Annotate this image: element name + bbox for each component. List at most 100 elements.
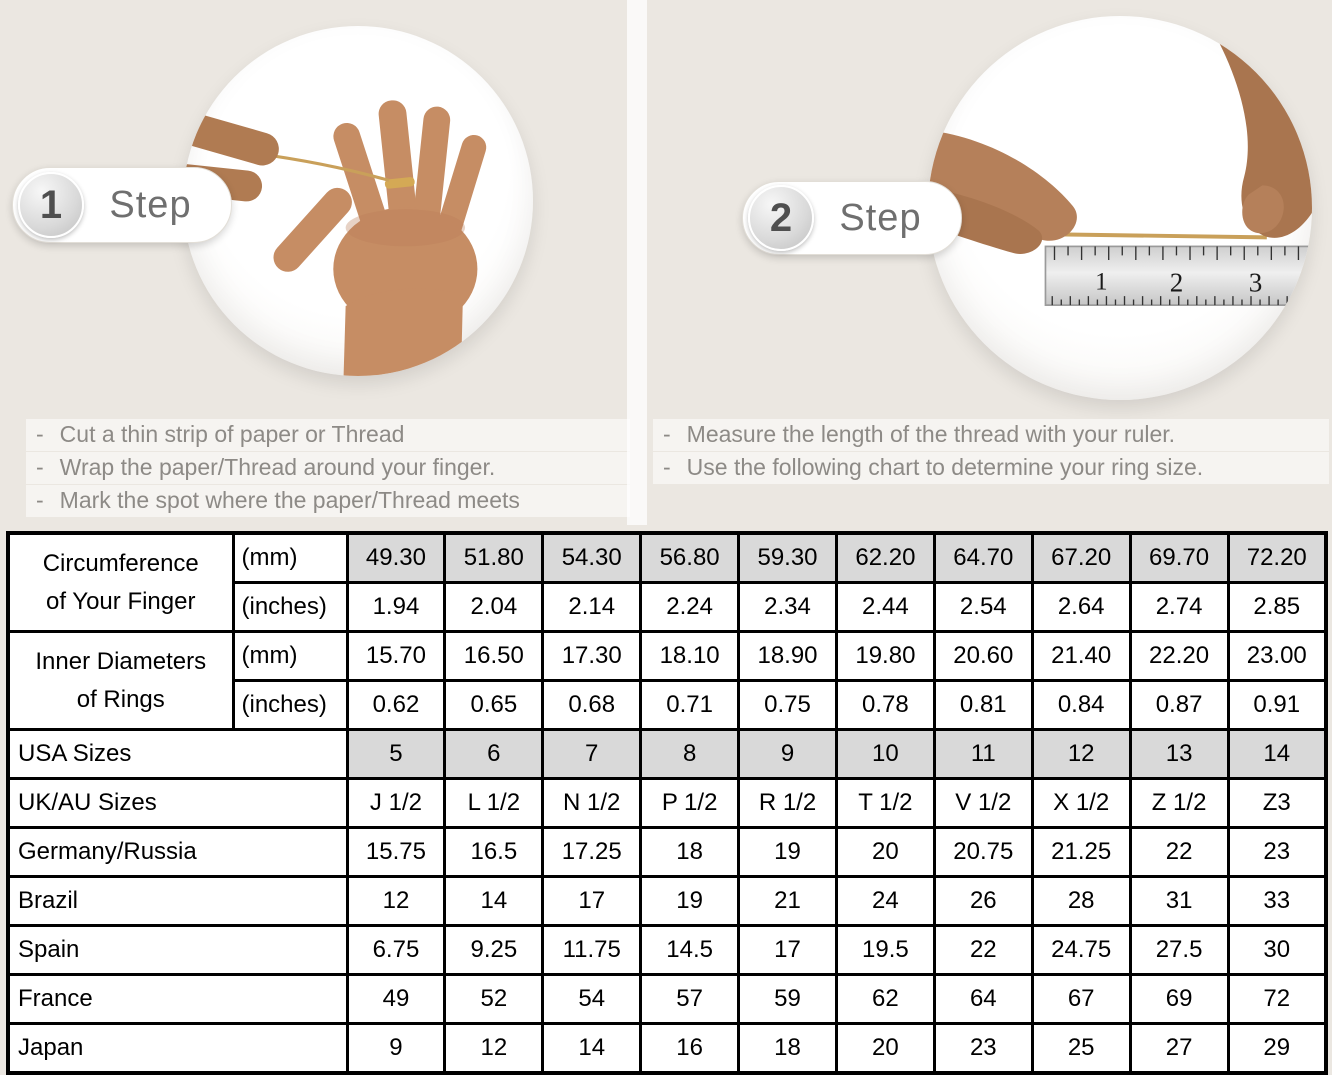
size-cell: 16.5 [443, 826, 545, 878]
size-cell: 11 [932, 728, 1034, 780]
size-cell: 64 [932, 973, 1034, 1025]
instruction-text: Cut a thin strip of paper or Thread [59, 421, 405, 447]
size-cell: 0.91 [1226, 679, 1328, 731]
bullet-dash: - [36, 454, 44, 480]
size-cell: 10 [834, 728, 936, 780]
step1-instructions: - Cut a thin strip of paper or Thread - Wra… [26, 419, 630, 518]
instruction-text: Use the following chart to determine you… [686, 454, 1204, 480]
size-cell: 16 [639, 1022, 741, 1075]
row-label-cell: France [6, 973, 349, 1025]
size-cell: 24 [834, 875, 936, 927]
size-cell: 56.80 [639, 531, 741, 584]
ruler-number-1: 1 [1095, 268, 1107, 295]
size-cell: 21.40 [1030, 630, 1132, 682]
panel-divider [627, 0, 647, 525]
size-cell: 18.90 [737, 630, 838, 682]
size-cell: 11.75 [541, 924, 643, 976]
ruler-icon: 1 2 3 [1044, 245, 1312, 306]
size-cell: J 1/2 [345, 777, 447, 829]
size-cell: P 1/2 [639, 777, 741, 829]
size-cell: 19 [737, 826, 838, 878]
size-cell: 14 [541, 1022, 643, 1075]
label-line: Inner Diameters [35, 648, 207, 676]
table-row: Japan 9 12 14 16 18 20 23 25 27 29 [6, 1022, 1328, 1075]
instruction-item: - Cut a thin strip of paper or Thread [26, 419, 630, 451]
size-cell: 62.20 [834, 531, 936, 584]
table-row: (inches) 0.62 0.65 0.68 0.71 0.75 0.78 0.81 0.84… [8, 679, 1328, 731]
table-row: Brazil 12 14 17 19 21 24 26 28 31 33 [6, 875, 1328, 927]
bullet-dash: - [663, 454, 671, 480]
size-cell: 9 [345, 1022, 447, 1075]
size-cell: 54 [541, 973, 643, 1025]
row-label-cell: Brazil [6, 875, 349, 927]
size-cell: 9.25 [443, 924, 545, 976]
size-cell: 15.75 [345, 826, 447, 878]
size-cell: 72.20 [1226, 531, 1328, 584]
instruction-text: Wrap the paper/Thread around your finger… [59, 454, 496, 480]
row-label-cell: Spain [6, 924, 349, 976]
step1-photo [183, 26, 533, 376]
size-cell: N 1/2 [541, 777, 643, 829]
size-cell: 5 [345, 728, 447, 780]
right-hand-icon [1204, 16, 1312, 238]
size-cell: 19.80 [834, 630, 936, 682]
size-cell: 23 [1226, 826, 1328, 878]
size-cell: X 1/2 [1030, 777, 1132, 829]
size-cell: 59.30 [737, 531, 838, 584]
size-cell: 1.94 [345, 581, 447, 633]
size-cell: 2.34 [737, 581, 838, 633]
size-cell: 21 [737, 875, 838, 927]
size-cell: 22.20 [1128, 630, 1230, 682]
size-cell: 49 [345, 973, 447, 1025]
size-cell: 33 [1226, 875, 1328, 927]
table-row: Circumference of Your Finger (mm) 49.30 51.8… [6, 531, 1328, 633]
step2-label: Step [839, 196, 922, 239]
table-row: USA Sizes 5 6 7 8 9 10 11 12 13 14 [6, 728, 1328, 780]
instruction-item: - Mark the spot where the paper/Thread me… [26, 485, 630, 517]
size-cell: 20 [834, 1022, 936, 1075]
size-cell: 0.65 [443, 679, 545, 731]
size-cell: 13 [1128, 728, 1230, 780]
size-cell: 6.75 [345, 924, 447, 976]
size-cell: 21.25 [1030, 826, 1132, 878]
instruction-item: - Use the following chart to determine yo… [653, 452, 1329, 484]
unit-cell: (inches) [231, 581, 349, 633]
size-cell: 2.64 [1030, 581, 1132, 633]
size-cell: R 1/2 [737, 777, 838, 829]
size-cell: 0.81 [932, 679, 1034, 731]
bullet-dash: - [36, 421, 44, 447]
step2-number: 2 [748, 185, 814, 251]
table-row: France 49 52 54 57 59 62 64 67 69 72 [6, 973, 1328, 1025]
size-cell: 18 [639, 826, 741, 878]
instruction-text: Measure the length of the thread with yo… [686, 421, 1176, 447]
measuring-thread-ruler-icon: 1 2 3 [928, 16, 1312, 306]
size-cell: 27 [1128, 1022, 1230, 1075]
size-cell: 17 [541, 875, 643, 927]
size-cell: 0.78 [834, 679, 936, 731]
size-cell: 57 [639, 973, 741, 1025]
size-cell: 62 [834, 973, 936, 1025]
size-cell: 0.68 [541, 679, 643, 731]
size-cell: 14.5 [639, 924, 741, 976]
instruction-text: Mark the spot where the paper/Thread mee… [59, 487, 520, 513]
size-cell: 14 [443, 875, 545, 927]
size-cell: 22 [932, 924, 1034, 976]
size-cell: 28 [1030, 875, 1132, 927]
size-cell: 0.84 [1030, 679, 1132, 731]
size-cell: 0.87 [1128, 679, 1230, 731]
size-cell: 27.5 [1128, 924, 1230, 976]
size-cell: 0.62 [345, 679, 447, 731]
label-line: of Your Finger [46, 587, 196, 615]
step2-badge: 2 Step [742, 181, 962, 255]
size-cell: T 1/2 [834, 777, 936, 829]
size-cell: 9 [737, 728, 838, 780]
size-cell: 18.10 [639, 630, 741, 682]
size-cell: 2.44 [834, 581, 936, 633]
size-cell: 52 [443, 973, 545, 1025]
ring-size-table: Circumference of Your Finger (mm) 49.30 51.8… [6, 531, 1328, 1075]
size-cell: 67 [1030, 973, 1132, 1025]
row-label-cell: USA Sizes [6, 728, 349, 780]
size-cell: 49.30 [345, 531, 447, 584]
step2-instructions: - Measure the length of the thread with y… [653, 419, 1329, 485]
